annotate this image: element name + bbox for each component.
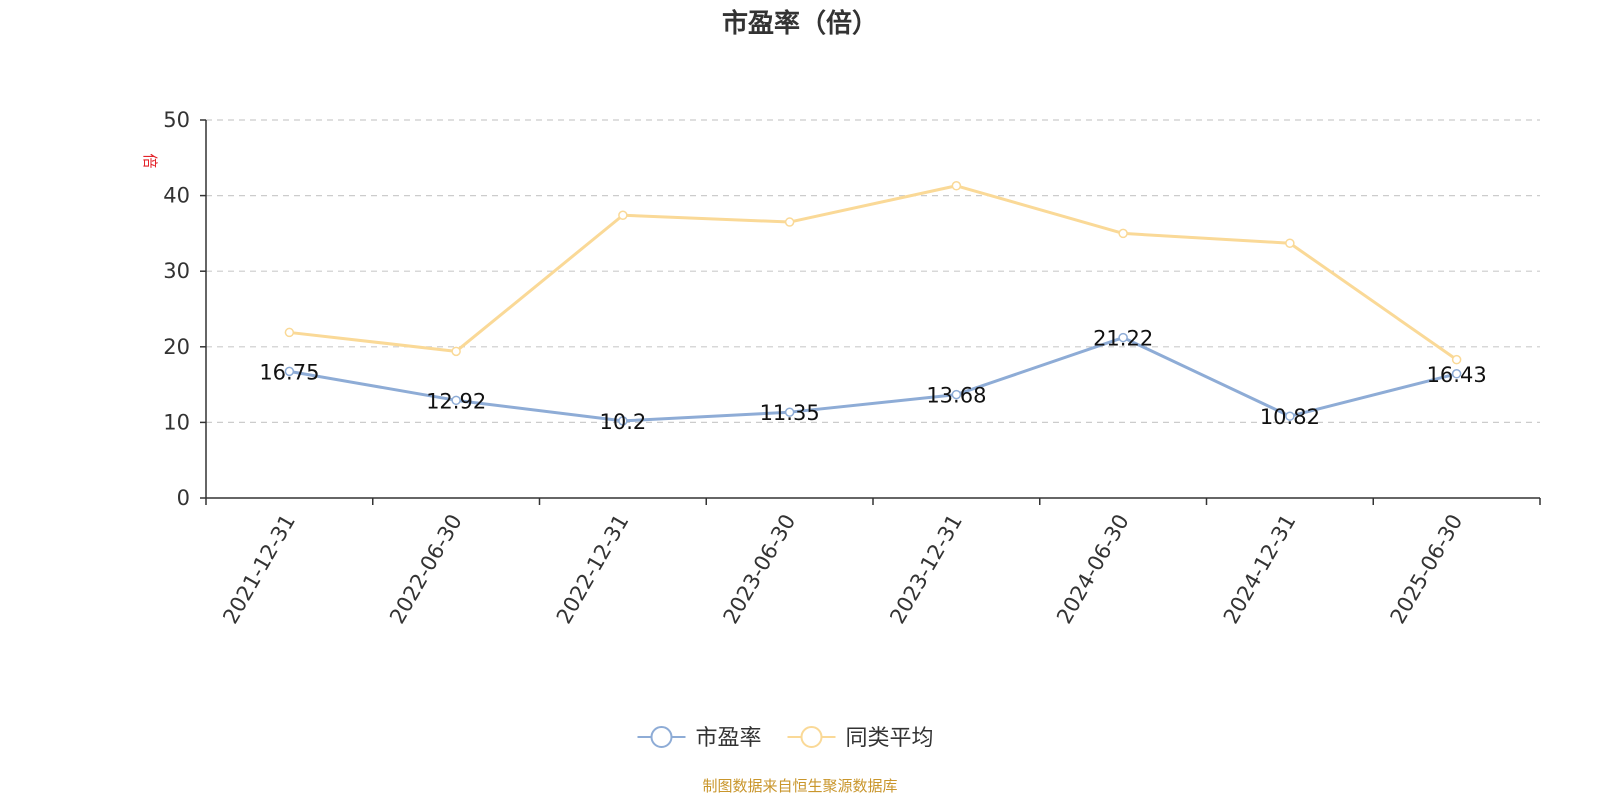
y-tick-label: 30 [163, 259, 190, 283]
data-point[interactable] [1285, 411, 1295, 421]
y-tick-label: 0 [177, 486, 190, 510]
series-lines [284, 181, 1462, 426]
data-point[interactable] [1451, 369, 1462, 379]
data-label: 16.75 [259, 360, 319, 384]
y-tick-label: 50 [163, 108, 190, 132]
series-line-0 [289, 336, 1457, 423]
data-label: 10.2 [599, 410, 646, 434]
data-source-note: 制图数据来自恒生聚源数据库 [702, 777, 897, 795]
y-tick-label: 20 [163, 335, 190, 359]
legend-label: 市盈率 [696, 726, 762, 751]
data-point[interactable] [1118, 228, 1128, 239]
data-label: 16.43 [1427, 363, 1487, 387]
chart-title: 市盈率（倍） [722, 8, 878, 39]
x-tick-label: 2024-06-30 [1052, 510, 1134, 628]
x-tick-label: 2024-12-31 [1219, 510, 1301, 628]
x-tick-label: 2023-12-31 [885, 510, 967, 628]
data-point[interactable] [451, 346, 461, 357]
grid-lines [206, 119, 1540, 423]
data-point[interactable] [784, 217, 795, 227]
data-point[interactable] [451, 395, 461, 406]
x-tick-label: 2023-06-30 [719, 510, 801, 628]
legend-item-1[interactable]: 同类平均 [787, 726, 934, 751]
x-tick-label: 2021-12-31 [218, 510, 300, 628]
legend[interactable]: 市盈率 同类平均 [637, 726, 934, 751]
x-tick-label: 2022-06-30 [385, 510, 467, 628]
data-label: 12.92 [426, 389, 486, 413]
data-label: 11.35 [760, 401, 820, 425]
y-axis-unit: 倍 [141, 153, 159, 168]
data-point[interactable] [284, 366, 295, 377]
data-point[interactable] [951, 181, 962, 191]
axes: 0 10 20 30 40 50 2021-12-31 2022-06-30 2022-12-3… [163, 108, 1541, 628]
legend-marker-icon [650, 726, 673, 748]
data-point[interactable] [1118, 332, 1128, 343]
x-tick-label: 2022-12-31 [552, 510, 634, 628]
data-point[interactable] [618, 210, 628, 221]
data-point[interactable] [284, 327, 295, 338]
data-point[interactable] [951, 389, 962, 400]
data-label: 13.68 [926, 384, 986, 408]
legend-label: 同类平均 [846, 726, 934, 751]
data-point[interactable] [1451, 354, 1462, 365]
data-labels: 16.75 12.92 10.2 11.35 13.68 21.22 10.82 16.43 [259, 327, 1486, 434]
series-line-1 [289, 184, 1458, 361]
x-tick-label: 2025-06-30 [1386, 510, 1468, 628]
data-point[interactable] [1285, 238, 1295, 248]
y-tick-label: 10 [163, 410, 190, 434]
data-label: 10.82 [1260, 405, 1320, 429]
data-point[interactable] [618, 416, 628, 426]
legend-marker-icon [800, 726, 823, 748]
data-label: 21.22 [1093, 327, 1153, 351]
y-tick-label: 40 [163, 184, 190, 208]
data-point[interactable] [784, 407, 795, 417]
legend-item-0[interactable]: 市盈率 [637, 726, 762, 751]
